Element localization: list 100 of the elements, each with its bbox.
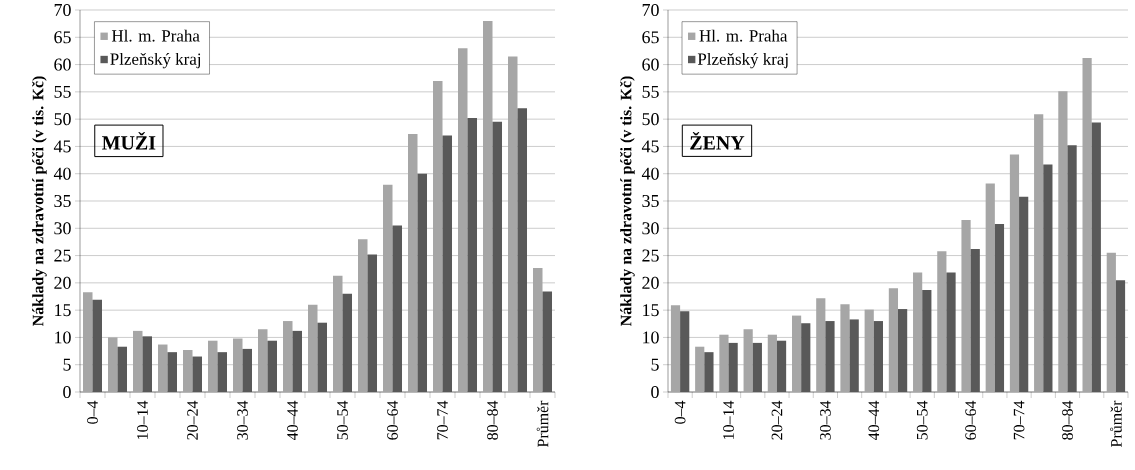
bar <box>492 121 502 392</box>
y-tick-label: 45 <box>641 140 659 153</box>
bar <box>1091 122 1101 392</box>
bar <box>670 305 681 392</box>
y-tick-label: 30 <box>642 222 659 235</box>
bar <box>1106 252 1116 392</box>
bar <box>816 298 826 392</box>
bar <box>1009 154 1020 392</box>
bar <box>1115 280 1126 392</box>
bar <box>1043 164 1053 392</box>
x-tick-label: 70–74 <box>1013 400 1025 440</box>
bar <box>242 348 252 392</box>
bar <box>108 337 118 392</box>
bar <box>695 346 705 392</box>
bar <box>1058 91 1068 392</box>
y-tick-label: 20 <box>642 276 659 289</box>
bar <box>937 251 947 392</box>
text: MUŽI <box>102 132 156 150</box>
bar <box>825 321 835 392</box>
y-tick-label: 50 <box>642 113 659 126</box>
x-tick-label: Průměr <box>536 400 549 447</box>
bar <box>728 342 738 392</box>
bar <box>970 249 980 392</box>
legend-label: Hl. m. Praha <box>111 29 200 42</box>
bar <box>961 220 971 392</box>
y-tick-label: 15 <box>643 304 659 317</box>
bar <box>433 80 443 392</box>
x-tick-label: Průměr <box>1110 400 1122 447</box>
y-tick-label: 65 <box>642 31 659 44</box>
bar <box>133 330 143 392</box>
y-tick-label: 0 <box>63 385 71 399</box>
bar <box>864 309 874 392</box>
bar <box>946 272 956 392</box>
legend-label: Plzeňský kraj <box>110 52 201 69</box>
y-tick-label: 45 <box>53 140 71 153</box>
bar <box>317 322 327 392</box>
bar <box>258 329 268 392</box>
x-tick-label: 80–84 <box>1062 400 1073 440</box>
y-tick-label: 10 <box>55 331 71 344</box>
bar <box>442 135 452 392</box>
y-tick-label: 30 <box>54 222 71 235</box>
bar <box>767 334 777 392</box>
bar <box>208 340 218 392</box>
x-tick-label: 10–14 <box>137 400 148 439</box>
bar <box>517 108 527 392</box>
x-tick-label: 60–64 <box>387 400 398 440</box>
bar <box>719 334 729 392</box>
text: ŽENY <box>690 132 745 150</box>
bar <box>308 304 318 392</box>
y-axis-title: Náklady na zdravotní péči (v tis. Kč) <box>32 76 47 327</box>
x-tick-label: 20–24 <box>187 400 198 440</box>
y-tick-label: 15 <box>55 304 71 317</box>
y-tick-label: 55 <box>54 85 71 98</box>
bar <box>367 254 377 392</box>
y-tick-label: 0 <box>651 385 659 399</box>
y-tick-label: 40 <box>53 167 71 180</box>
bar <box>542 291 553 392</box>
bar <box>92 299 102 392</box>
y-tick-label: 65 <box>54 31 71 44</box>
x-tick-label: 0–4 <box>87 400 98 424</box>
bar <box>873 321 883 392</box>
bar <box>333 275 343 392</box>
y-tick-label: 60 <box>642 58 659 71</box>
bar <box>358 239 368 392</box>
y-tick-label: 35 <box>54 194 71 208</box>
y-tick-label: 40 <box>641 167 659 180</box>
y-tick-label: 70 <box>54 3 71 17</box>
bar <box>458 48 468 392</box>
bar <box>743 329 753 392</box>
bar <box>704 352 714 392</box>
bar <box>913 272 923 392</box>
y-tick-label: 25 <box>54 249 71 262</box>
bar <box>1067 145 1077 392</box>
bar <box>417 173 427 392</box>
bar <box>898 309 908 392</box>
bar <box>467 118 477 392</box>
bar <box>283 321 293 392</box>
bar <box>167 352 177 392</box>
x-tick-label: 50–54 <box>916 400 928 440</box>
y-tick-label: 5 <box>651 358 659 371</box>
bar <box>508 56 518 392</box>
bar <box>752 342 762 392</box>
bar <box>1019 196 1029 392</box>
bar <box>267 340 277 392</box>
bar <box>117 346 127 392</box>
bar <box>849 319 859 392</box>
y-tick-label: 55 <box>642 85 659 98</box>
bar <box>142 336 152 392</box>
bar <box>791 315 802 392</box>
y-tick-label: 60 <box>54 58 71 71</box>
bar <box>233 338 243 392</box>
bar <box>985 183 995 392</box>
bar <box>392 225 402 392</box>
bar <box>383 184 393 392</box>
x-tick-label: 30–34 <box>820 400 831 440</box>
bar <box>1082 58 1092 392</box>
legend-label: Hl. m. Praha <box>699 29 788 42</box>
y-tick-label: 35 <box>642 194 659 208</box>
bar <box>840 304 850 392</box>
y-axis-title: Náklady na zdravotní péči (v tis. Kč) <box>620 76 635 327</box>
